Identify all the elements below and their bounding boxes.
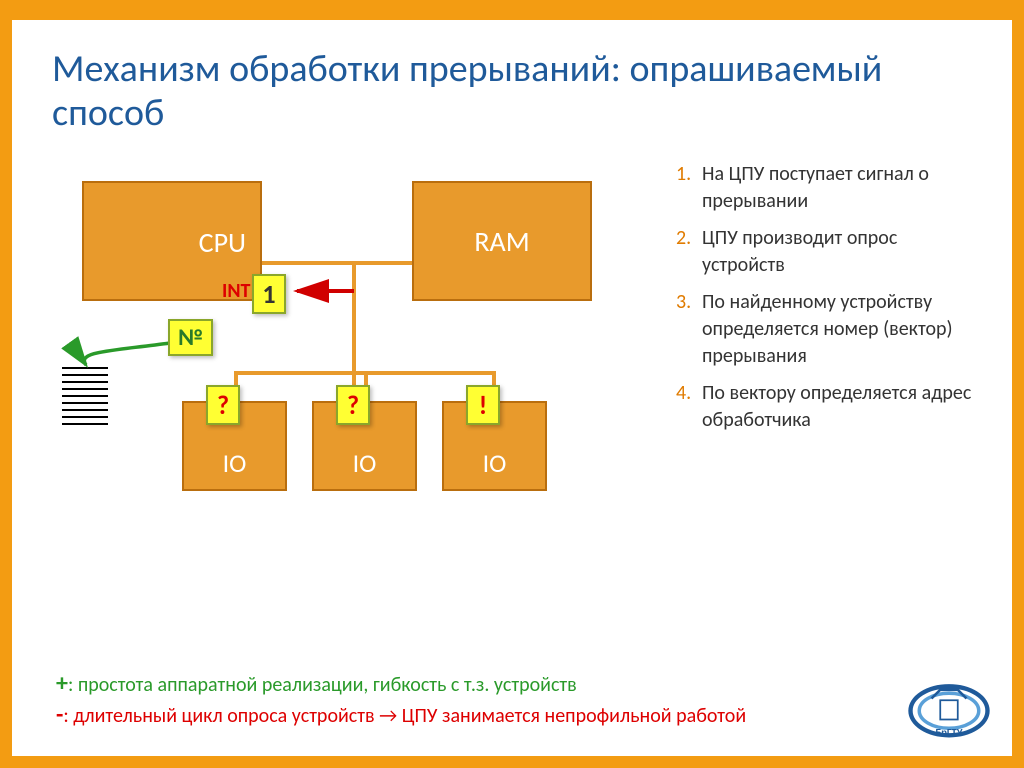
step-item: По вектору определяется адрес обработчик… xyxy=(676,380,972,434)
steps-list: На ЦПУ поступает сигнал о прерывании ЦПУ… xyxy=(676,161,972,521)
university-logo: БрГТУ xyxy=(904,674,994,744)
io2-badge: ? xyxy=(336,385,370,425)
minus-text: : длительный цикл опроса устройств → ЦПУ… xyxy=(63,704,746,728)
plus-sign: + xyxy=(56,669,68,698)
step-item: ЦПУ производит опрос устройств xyxy=(676,225,972,279)
io-label: IO xyxy=(483,447,507,479)
io1-badge: ? xyxy=(206,385,240,425)
io3-badge: ! xyxy=(466,385,500,425)
int-label: INT xyxy=(222,279,250,303)
bus-segment xyxy=(352,261,356,401)
note-minus: -: длительный цикл опроса устройств → ЦП… xyxy=(56,699,874,730)
plus-text: : простота аппаратной реализации, гибкос… xyxy=(68,673,577,697)
step-item: На ЦПУ поступает сигнал о прерывании xyxy=(676,161,972,215)
bus-segment xyxy=(262,261,412,265)
content-row: CPU RAM IO IO IO xyxy=(52,161,972,521)
io-label: IO xyxy=(353,447,377,479)
number-badge: № xyxy=(168,319,213,356)
ram-label: RAM xyxy=(474,224,529,259)
note-plus: +: простота аппаратной реализации, гибко… xyxy=(56,668,874,699)
stack-icon xyxy=(62,365,108,425)
step-item: По найденному устройству определяется но… xyxy=(676,289,972,370)
cpu-label: CPU xyxy=(199,225,246,260)
ram-block: RAM xyxy=(412,181,592,301)
diagram: CPU RAM IO IO IO xyxy=(52,161,652,521)
io-label: IO xyxy=(223,447,247,479)
slide-title: Механизм обработки прерываний: опрашивае… xyxy=(52,48,972,135)
notes: +: простота аппаратной реализации, гибко… xyxy=(56,668,874,730)
svg-text:БрГТУ: БрГТУ xyxy=(935,725,962,738)
int-badge: 1 xyxy=(252,274,286,314)
slide-content: Механизм обработки прерываний: опрашивае… xyxy=(12,20,1012,756)
